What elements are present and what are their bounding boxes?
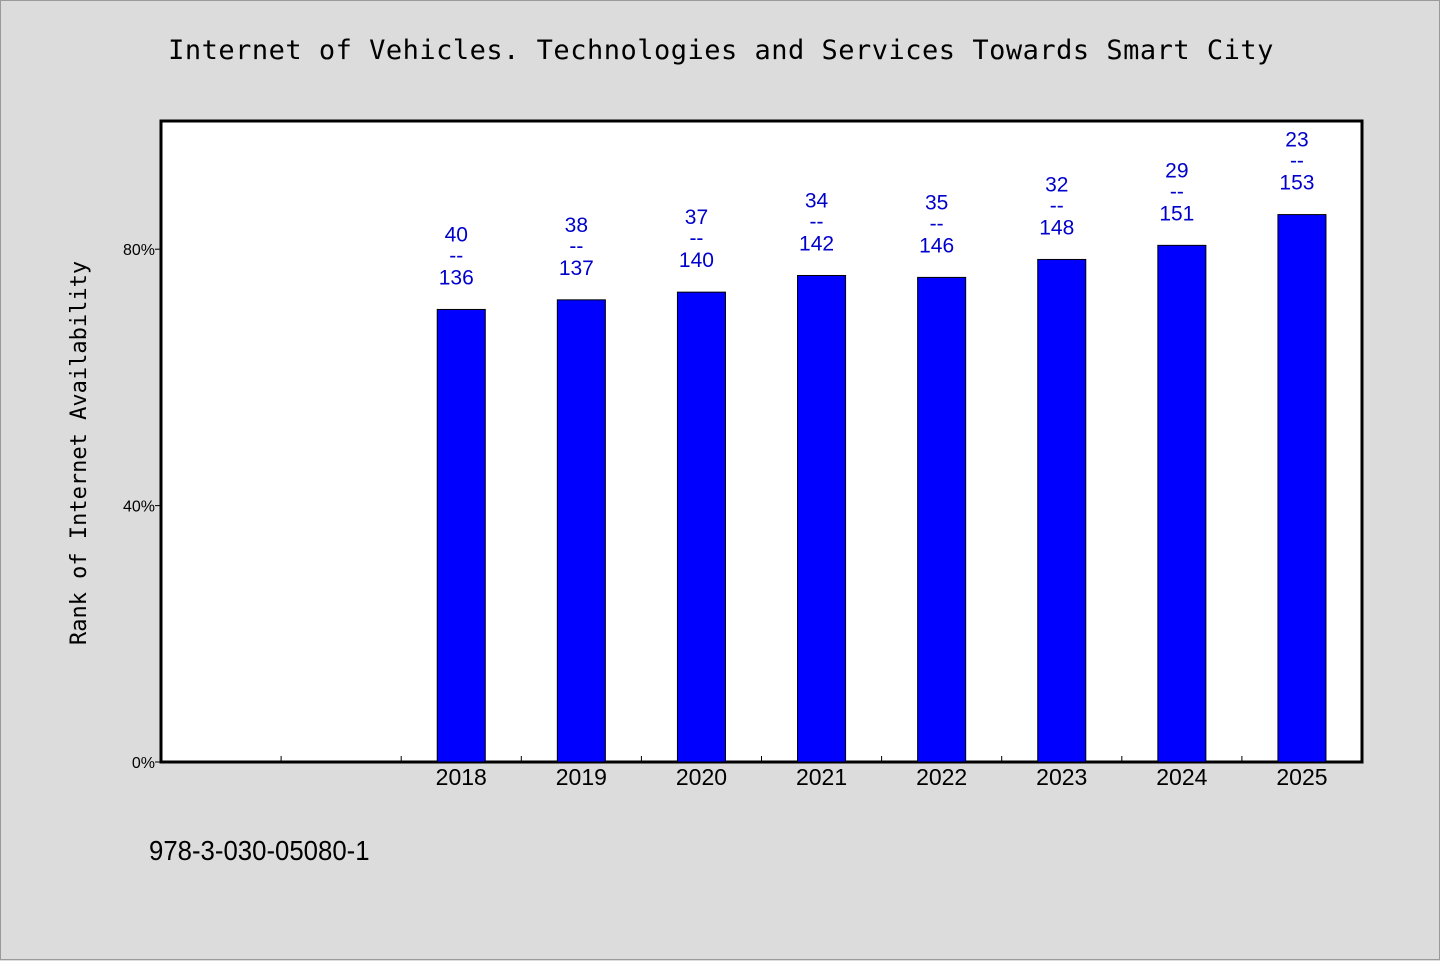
bar-label-sep: -- <box>1290 150 1304 173</box>
bar-labels: 40--13638--13737--14034--14235--14632--1… <box>439 129 1315 290</box>
bar-label-sep: -- <box>1170 180 1184 203</box>
bar <box>1277 214 1327 763</box>
bar-label-total: 137 <box>559 257 594 280</box>
bar-label-total: 142 <box>799 232 834 255</box>
bar <box>556 299 606 763</box>
x-tick-label: 2018 <box>436 764 487 790</box>
x-tick-label: 2019 <box>556 764 607 790</box>
bar-label-rank: 35 <box>925 191 948 214</box>
bar-label-rank: 29 <box>1165 159 1188 182</box>
bar-label-sep: -- <box>449 244 463 267</box>
y-axis: 0% 40% 80% <box>123 242 161 772</box>
bar <box>797 274 847 763</box>
x-tick-label: 2024 <box>1156 764 1207 790</box>
bar-label-total: 140 <box>679 249 714 272</box>
x-tick-label: 2025 <box>1276 764 1327 790</box>
bar-label-sep: -- <box>930 212 944 235</box>
y-axis-label: Rank of Internet Availability <box>67 261 92 645</box>
bar-label-sep: -- <box>569 235 583 258</box>
bar <box>676 291 726 763</box>
bar-label-rank: 38 <box>565 214 588 237</box>
bar-label-total: 153 <box>1279 172 1314 195</box>
x-tick-label: 2021 <box>796 764 847 790</box>
y-tick-label: 40% <box>123 499 155 516</box>
bar <box>1157 244 1207 763</box>
bar <box>436 308 486 763</box>
x-tick-label: 2023 <box>1036 764 1087 790</box>
bar-label-rank: 37 <box>685 206 708 229</box>
bar-label-total: 146 <box>919 234 954 257</box>
bar-label-sep: -- <box>689 227 703 250</box>
chart-title: Internet of Vehicles. Technologies and S… <box>168 35 1274 66</box>
y-tick-label: 80% <box>123 242 155 259</box>
x-axis: 2018 2019 2020 2021 2022 2023 2024 2025 <box>280 756 1328 790</box>
bar-label-rank: 32 <box>1045 173 1068 196</box>
bar-series <box>436 214 1327 763</box>
bar-label-rank: 34 <box>805 189 829 212</box>
bar <box>1037 258 1087 763</box>
bar-label-sep: -- <box>1050 194 1064 217</box>
bar-label-rank: 40 <box>445 223 468 246</box>
bar-label-total: 151 <box>1159 202 1194 225</box>
y-tick-label: 0% <box>132 755 155 772</box>
x-tick-label: 2020 <box>676 764 727 790</box>
bar <box>917 276 967 763</box>
bar-label-sep: -- <box>810 210 824 233</box>
x-tick-label: 2022 <box>916 764 967 790</box>
footnote: 978-3-030-05080-1 <box>149 835 370 866</box>
bar-label-rank: 23 <box>1285 129 1308 152</box>
bar-label-total: 148 <box>1039 216 1074 239</box>
bar-label-total: 136 <box>439 266 474 289</box>
